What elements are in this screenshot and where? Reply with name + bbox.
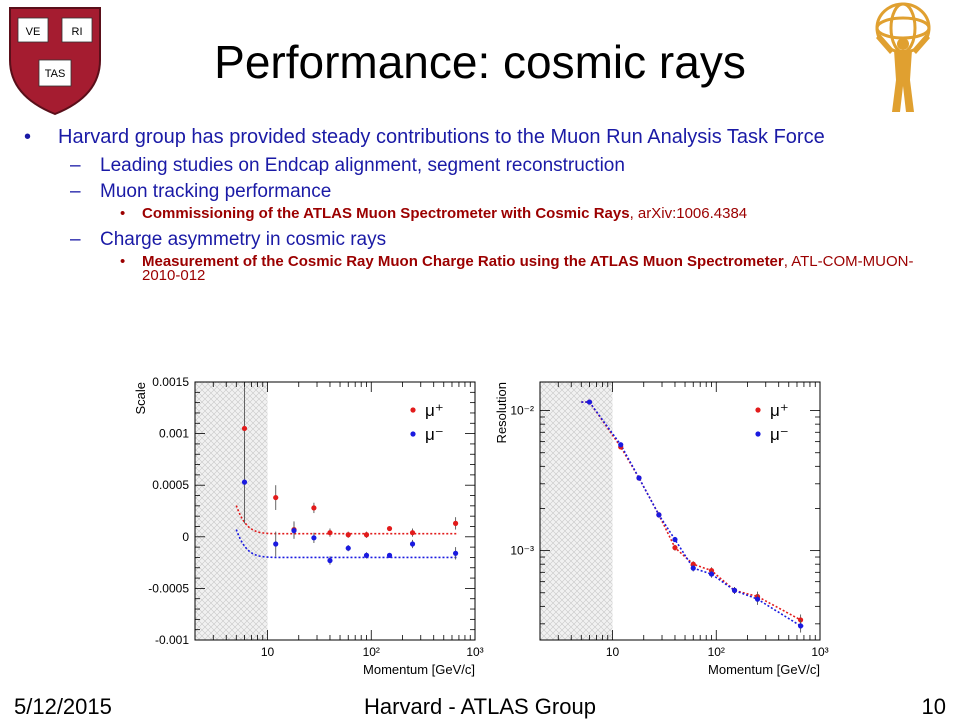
- legend-marker-mu-minus: [755, 431, 761, 437]
- footer-page-number: 10: [921, 694, 946, 719]
- x-tick-label: 10²: [363, 645, 380, 659]
- y-tick-label: 0.0005: [152, 478, 189, 492]
- bullet-marker: •: [24, 126, 32, 148]
- data-point-mu-minus: [754, 596, 761, 602]
- data-point-mu-minus: [386, 552, 393, 558]
- y-axis-title: Scale: [133, 382, 148, 415]
- bullet-harvard-contributions: • Harvard group has provided steady cont…: [20, 126, 920, 148]
- x-axis-title: Momentum [GeV/c]: [363, 662, 475, 677]
- x-tick-label: 10³: [811, 645, 828, 659]
- excluded-region: [195, 382, 268, 640]
- data-point-mu-minus: [731, 587, 738, 593]
- data-point-mu-minus: [409, 541, 416, 547]
- data-point-mu-minus: [273, 541, 279, 547]
- data-point-mu-minus: [797, 623, 804, 629]
- footer-date: 5/12/2015: [14, 694, 112, 719]
- reference-title: Measurement of the Cosmic Ray Muon Charg…: [142, 253, 784, 270]
- fit-curve-mu-minus: [235, 529, 459, 559]
- subbullet-charge-asymmetry: – Charge asymmetry in cosmic rays: [20, 229, 920, 251]
- y-axis-title: Resolution: [494, 382, 509, 443]
- data-point-mu-plus: [241, 425, 248, 432]
- subbullet-text: Muon tracking performance: [100, 181, 332, 202]
- bullet-marker: •: [120, 205, 126, 222]
- bullet-marker: •: [120, 253, 126, 270]
- performance-plots: 10 10² 10³ 0.0015 0.001 0.0005 0 -0.0005 -0.001 M…: [133, 375, 829, 677]
- data-point-mu-plus: [363, 532, 370, 538]
- legend-label-mu-minus: μ⁻: [425, 425, 444, 444]
- data-point-mu-minus: [241, 479, 248, 485]
- dash-marker: –: [70, 155, 81, 176]
- subbullet-text: Leading studies on Endcap alignment, seg…: [100, 155, 625, 176]
- legend-label-mu-plus: μ⁺: [425, 401, 444, 420]
- y-tick-label: 0.0015: [152, 375, 189, 389]
- chart-panel-1: 10 10² 10³ 0.0015 0.001 0.0005 0 -0.0005 -0.001 M…: [133, 375, 484, 677]
- y-tick-label: 10⁻³: [510, 544, 534, 558]
- data-point-mu-minus: [327, 557, 333, 564]
- data-point-mu-minus: [291, 528, 297, 534]
- data-point-mu-minus: [708, 571, 715, 577]
- x-axis-title: Momentum [GeV/c]: [708, 662, 820, 677]
- subbullet-text: Charge asymmetry in cosmic rays: [100, 229, 387, 250]
- shield-text-ri: RI: [72, 26, 83, 38]
- y-tick-label: -0.0005: [148, 581, 189, 595]
- data-point-mu-minus: [656, 512, 662, 518]
- data-point-mu-minus: [452, 550, 459, 556]
- data-point-mu-plus: [672, 545, 678, 551]
- data-point-mu-plus: [386, 525, 393, 532]
- plot-frame: [194, 381, 476, 641]
- y-tick-label: 0: [182, 530, 189, 544]
- y-tick-label: 0.001: [159, 427, 189, 441]
- reference-commissioning: • Commissioning of the ATLAS Muon Spectr…: [20, 205, 920, 222]
- data-point-mu-minus: [363, 552, 370, 558]
- legend-label-mu-minus: μ⁻: [770, 425, 789, 444]
- data-point-mu-minus: [586, 399, 593, 405]
- harvard-veritas-shield-icon: VE RI TAS: [9, 7, 101, 116]
- atlas-experiment-logo-icon: [875, 2, 931, 112]
- data-point-mu-minus: [690, 565, 696, 571]
- plot-frame: [539, 381, 821, 641]
- chart-panel-2: 10 10² 10³ 10⁻² 10⁻³ Momentum [GeV/c] Resoluti…: [494, 381, 829, 677]
- bullet-list: • Harvard group has provided steady cont…: [20, 126, 920, 291]
- subbullet-endcap-alignment: – Leading studies on Endcap alignment, s…: [20, 155, 920, 177]
- legend-marker-mu-plus: [410, 407, 416, 413]
- legend-marker-mu-plus: [755, 407, 761, 413]
- data-point-mu-plus: [409, 530, 416, 536]
- data-point-mu-minus: [672, 536, 678, 543]
- legend-label-mu-plus: μ⁺: [770, 401, 789, 420]
- bullet-text: Harvard group has provided steady contri…: [58, 126, 825, 148]
- subbullet-tracking-performance: – Muon tracking performance: [20, 181, 920, 203]
- shield-text-tas: TAS: [45, 68, 66, 80]
- data-point-mu-plus: [690, 561, 696, 567]
- fit-curve-mu-minus: [581, 401, 804, 627]
- data-point-mu-plus: [327, 530, 333, 536]
- x-tick-label: 10²: [708, 645, 725, 659]
- data-point-mu-minus: [311, 535, 317, 541]
- x-tick-label: 10: [261, 645, 275, 659]
- y-tick-label: 10⁻²: [510, 404, 534, 418]
- dash-marker: –: [70, 181, 81, 202]
- shield-text-ve: VE: [26, 26, 41, 38]
- dash-marker: –: [70, 229, 81, 250]
- legend-marker-mu-minus: [410, 431, 416, 437]
- y-tick-label: -0.001: [155, 633, 189, 647]
- data-point-mu-minus: [618, 442, 624, 448]
- reference-charge-ratio: • Measurement of the Cosmic Ray Muon Cha…: [20, 253, 920, 284]
- data-point-mu-plus: [345, 532, 351, 538]
- slide-title: Performance: cosmic rays: [214, 36, 746, 88]
- data-point-mu-minus: [636, 475, 642, 481]
- data-point-mu-plus: [273, 494, 279, 501]
- x-tick-label: 10³: [466, 645, 483, 659]
- excluded-region: [540, 382, 613, 640]
- reference-title: Commissioning of the ATLAS Muon Spectrom…: [142, 205, 630, 222]
- x-tick-label: 10: [606, 645, 620, 659]
- fit-curve-mu-plus: [235, 505, 459, 535]
- reference-id: , ATL-COM-MUON-2010-012: [142, 253, 914, 284]
- data-point-mu-plus: [452, 520, 459, 526]
- footer-group: Harvard - ATLAS Group: [364, 694, 596, 719]
- data-point-mu-minus: [345, 545, 351, 551]
- data-point-mu-plus: [311, 505, 317, 511]
- reference-id: , arXiv:1006.4384: [629, 205, 748, 222]
